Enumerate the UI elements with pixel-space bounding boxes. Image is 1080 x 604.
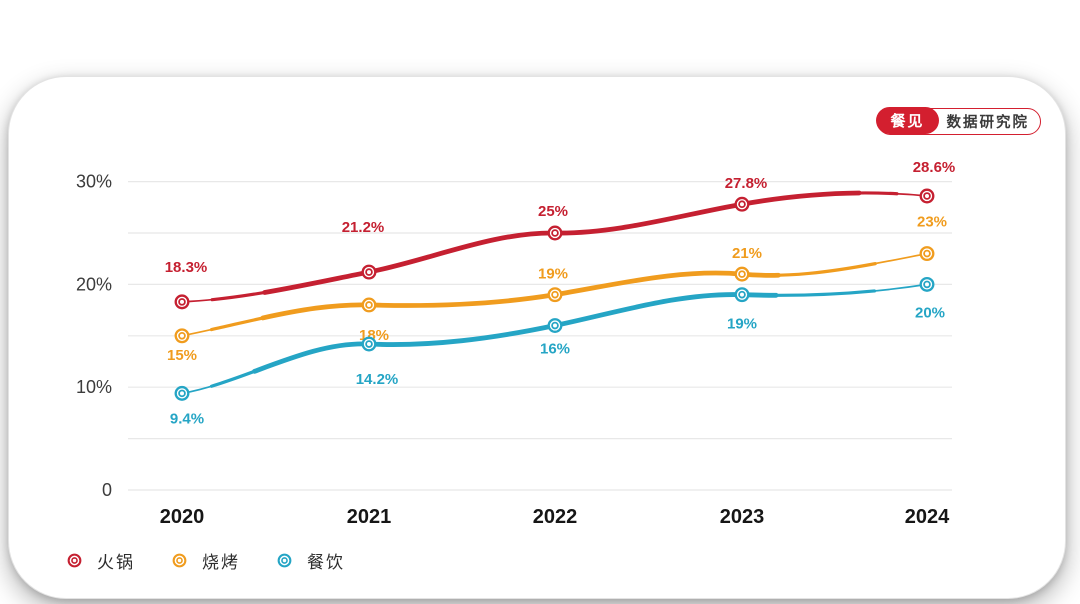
y-axis-tick-label: 20%: [76, 274, 112, 294]
brand-badge: 餐见 数据研究院: [876, 107, 1041, 135]
legend-label: 火锅: [97, 553, 135, 572]
data-point-label: 28.6%: [913, 159, 956, 176]
y-axis-tick-label: 10%: [76, 377, 112, 397]
data-point-label: 21%: [732, 245, 762, 262]
data-point-marker-inner: [738, 290, 746, 299]
data-point-marker-inner: [551, 229, 559, 237]
data-point-label: 20%: [915, 304, 945, 321]
data-point-marker-inner: [365, 301, 373, 309]
data-point-marker-inner: [178, 331, 186, 340]
data-point-label: 9.4%: [170, 410, 204, 427]
data-point-label: 25%: [538, 203, 568, 220]
y-axis-tick-label: 30%: [76, 172, 112, 192]
bullseye-icon: [277, 553, 292, 568]
data-point-marker-inner: [551, 290, 559, 299]
legend-item-catering[interactable]: 餐饮: [276, 548, 345, 573]
x-axis-tick-label: 2024: [905, 506, 950, 528]
data-point-marker-inner: [178, 298, 186, 306]
legend-label: 烧烤: [202, 553, 240, 572]
data-point-marker-inner: [178, 389, 186, 398]
brand-logo-text: 餐见: [890, 113, 925, 131]
x-axis-tick-label: 2023: [720, 506, 765, 528]
data-point-marker-inner: [738, 270, 746, 278]
data-point-label: 21.2%: [342, 219, 385, 236]
data-point-marker-inner: [738, 200, 746, 209]
data-point-label: 16%: [540, 341, 570, 358]
data-point-label: 18.3%: [165, 259, 208, 276]
bullseye-icon: [67, 553, 82, 568]
data-point-label: 23%: [917, 214, 947, 231]
data-point-marker-inner: [923, 192, 931, 200]
legend-item-bbq[interactable]: 烧烤: [171, 548, 240, 573]
data-point-label: 19%: [538, 266, 568, 283]
legend-item-hotpot[interactable]: 火锅: [66, 548, 135, 573]
data-point-marker-inner: [365, 268, 373, 276]
data-point-label: 27.8%: [725, 175, 768, 192]
x-axis-tick-label: 2020: [160, 506, 205, 528]
data-point-label: 15%: [167, 347, 197, 364]
data-point-marker-inner: [923, 249, 931, 258]
data-point-marker-inner: [923, 280, 931, 289]
data-point-label: 19%: [727, 316, 757, 333]
brand-org-text: 数据研究院: [946, 115, 1029, 131]
data-point-marker-inner: [365, 340, 373, 348]
x-axis-tick-label: 2021: [347, 506, 392, 528]
x-axis-tick-label: 2022: [533, 506, 578, 528]
data-point-label: 14.2%: [356, 371, 399, 388]
y-axis-tick-label: 0: [102, 480, 112, 500]
chart-legend: 火锅 烧烤 餐饮: [66, 548, 345, 573]
legend-label: 餐饮: [307, 553, 345, 572]
bullseye-icon: [172, 553, 187, 568]
brand-logo-pill: 餐见: [876, 107, 939, 135]
data-point-marker-inner: [551, 321, 559, 330]
